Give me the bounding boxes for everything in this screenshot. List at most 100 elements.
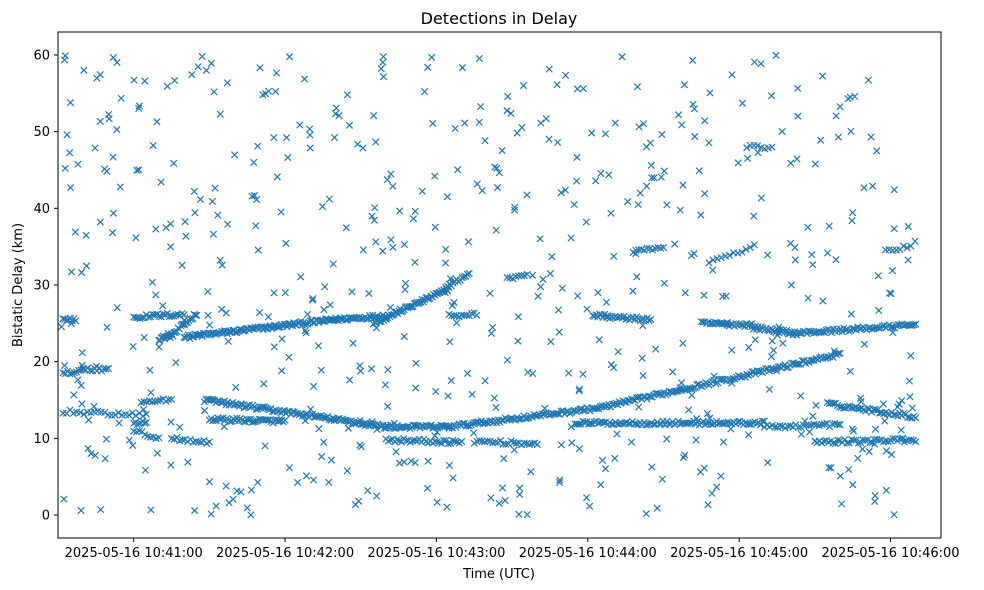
data-point bbox=[114, 409, 123, 417]
data-point bbox=[345, 376, 354, 384]
data-point bbox=[217, 305, 226, 313]
data-point bbox=[250, 191, 259, 200]
data-point bbox=[68, 369, 76, 378]
data-point bbox=[146, 366, 154, 374]
data-point bbox=[353, 140, 362, 148]
data-point bbox=[247, 511, 255, 519]
data-point bbox=[180, 316, 189, 324]
data-point bbox=[141, 77, 149, 85]
data-point bbox=[650, 174, 658, 182]
data-point bbox=[454, 166, 462, 174]
data-point bbox=[866, 438, 874, 447]
data-point bbox=[518, 123, 526, 132]
data-point bbox=[564, 369, 573, 377]
data-point bbox=[318, 453, 326, 461]
data-point bbox=[359, 246, 367, 254]
data-point bbox=[507, 109, 515, 117]
data-point bbox=[372, 138, 380, 146]
data-point bbox=[491, 438, 499, 447]
data-point bbox=[389, 243, 397, 252]
data-point bbox=[890, 511, 898, 519]
data-point bbox=[321, 283, 329, 291]
data-point bbox=[633, 83, 642, 91]
data-point bbox=[452, 319, 461, 327]
data-point bbox=[400, 458, 408, 466]
data-point bbox=[135, 102, 143, 110]
data-point bbox=[794, 84, 802, 93]
data-point bbox=[167, 395, 176, 404]
data-point bbox=[586, 420, 595, 428]
data-point bbox=[717, 254, 725, 262]
data-point bbox=[590, 418, 598, 426]
data-point bbox=[829, 353, 837, 362]
data-point bbox=[839, 404, 848, 412]
data-point bbox=[763, 251, 772, 259]
data-point bbox=[827, 464, 835, 472]
data-point bbox=[133, 166, 141, 175]
data-point bbox=[725, 251, 734, 260]
x-tick-label: 2025-05-16 10:41:00 bbox=[65, 546, 203, 561]
data-point bbox=[633, 273, 641, 281]
data-point bbox=[76, 408, 85, 417]
data-point bbox=[778, 127, 786, 136]
data-point bbox=[464, 238, 473, 246]
data-point bbox=[348, 288, 356, 296]
data-point bbox=[586, 502, 594, 510]
data-point bbox=[96, 70, 104, 79]
data-point bbox=[527, 468, 535, 476]
data-point bbox=[59, 369, 67, 377]
data-point bbox=[555, 328, 563, 336]
data-point bbox=[327, 456, 336, 464]
data-point bbox=[653, 504, 661, 512]
data-point bbox=[849, 481, 857, 489]
data-point bbox=[897, 426, 905, 434]
data-point bbox=[802, 421, 810, 429]
data-point bbox=[392, 448, 400, 456]
data-point bbox=[345, 121, 354, 129]
data-point bbox=[90, 402, 98, 411]
data-point bbox=[132, 234, 140, 242]
data-point bbox=[743, 154, 752, 163]
data-point bbox=[393, 436, 401, 444]
data-point bbox=[481, 136, 489, 145]
data-point bbox=[681, 289, 689, 297]
data-point bbox=[674, 111, 683, 119]
data-point bbox=[443, 503, 451, 511]
data-point bbox=[397, 438, 406, 446]
data-point bbox=[205, 478, 214, 486]
data-point bbox=[847, 127, 855, 135]
data-point bbox=[447, 376, 455, 385]
data-point bbox=[167, 312, 176, 320]
data-point bbox=[129, 441, 137, 450]
data-point bbox=[837, 500, 846, 508]
data-point bbox=[868, 182, 877, 190]
data-point bbox=[283, 133, 291, 142]
data-point bbox=[253, 196, 261, 204]
data-point bbox=[907, 436, 915, 444]
data-point bbox=[142, 410, 150, 418]
data-point bbox=[600, 418, 608, 426]
data-point bbox=[658, 130, 666, 139]
data-point bbox=[387, 170, 395, 178]
data-point bbox=[451, 437, 459, 445]
data-point bbox=[845, 465, 853, 474]
data-point bbox=[794, 423, 802, 432]
data-point bbox=[285, 53, 294, 61]
data-point bbox=[811, 160, 819, 168]
data-point bbox=[230, 151, 239, 159]
data-point bbox=[854, 454, 862, 462]
data-point bbox=[401, 279, 410, 287]
data-point bbox=[361, 421, 370, 430]
data-point bbox=[904, 256, 912, 264]
data-point bbox=[164, 330, 172, 338]
x-axis-label: Time (UTC) bbox=[462, 567, 535, 582]
data-point bbox=[349, 339, 357, 347]
data-point bbox=[379, 58, 387, 66]
data-point bbox=[691, 132, 699, 141]
data-point bbox=[745, 343, 753, 352]
data-point bbox=[138, 314, 146, 322]
data-point bbox=[769, 346, 778, 354]
data-point bbox=[850, 436, 858, 444]
data-point bbox=[639, 321, 647, 330]
